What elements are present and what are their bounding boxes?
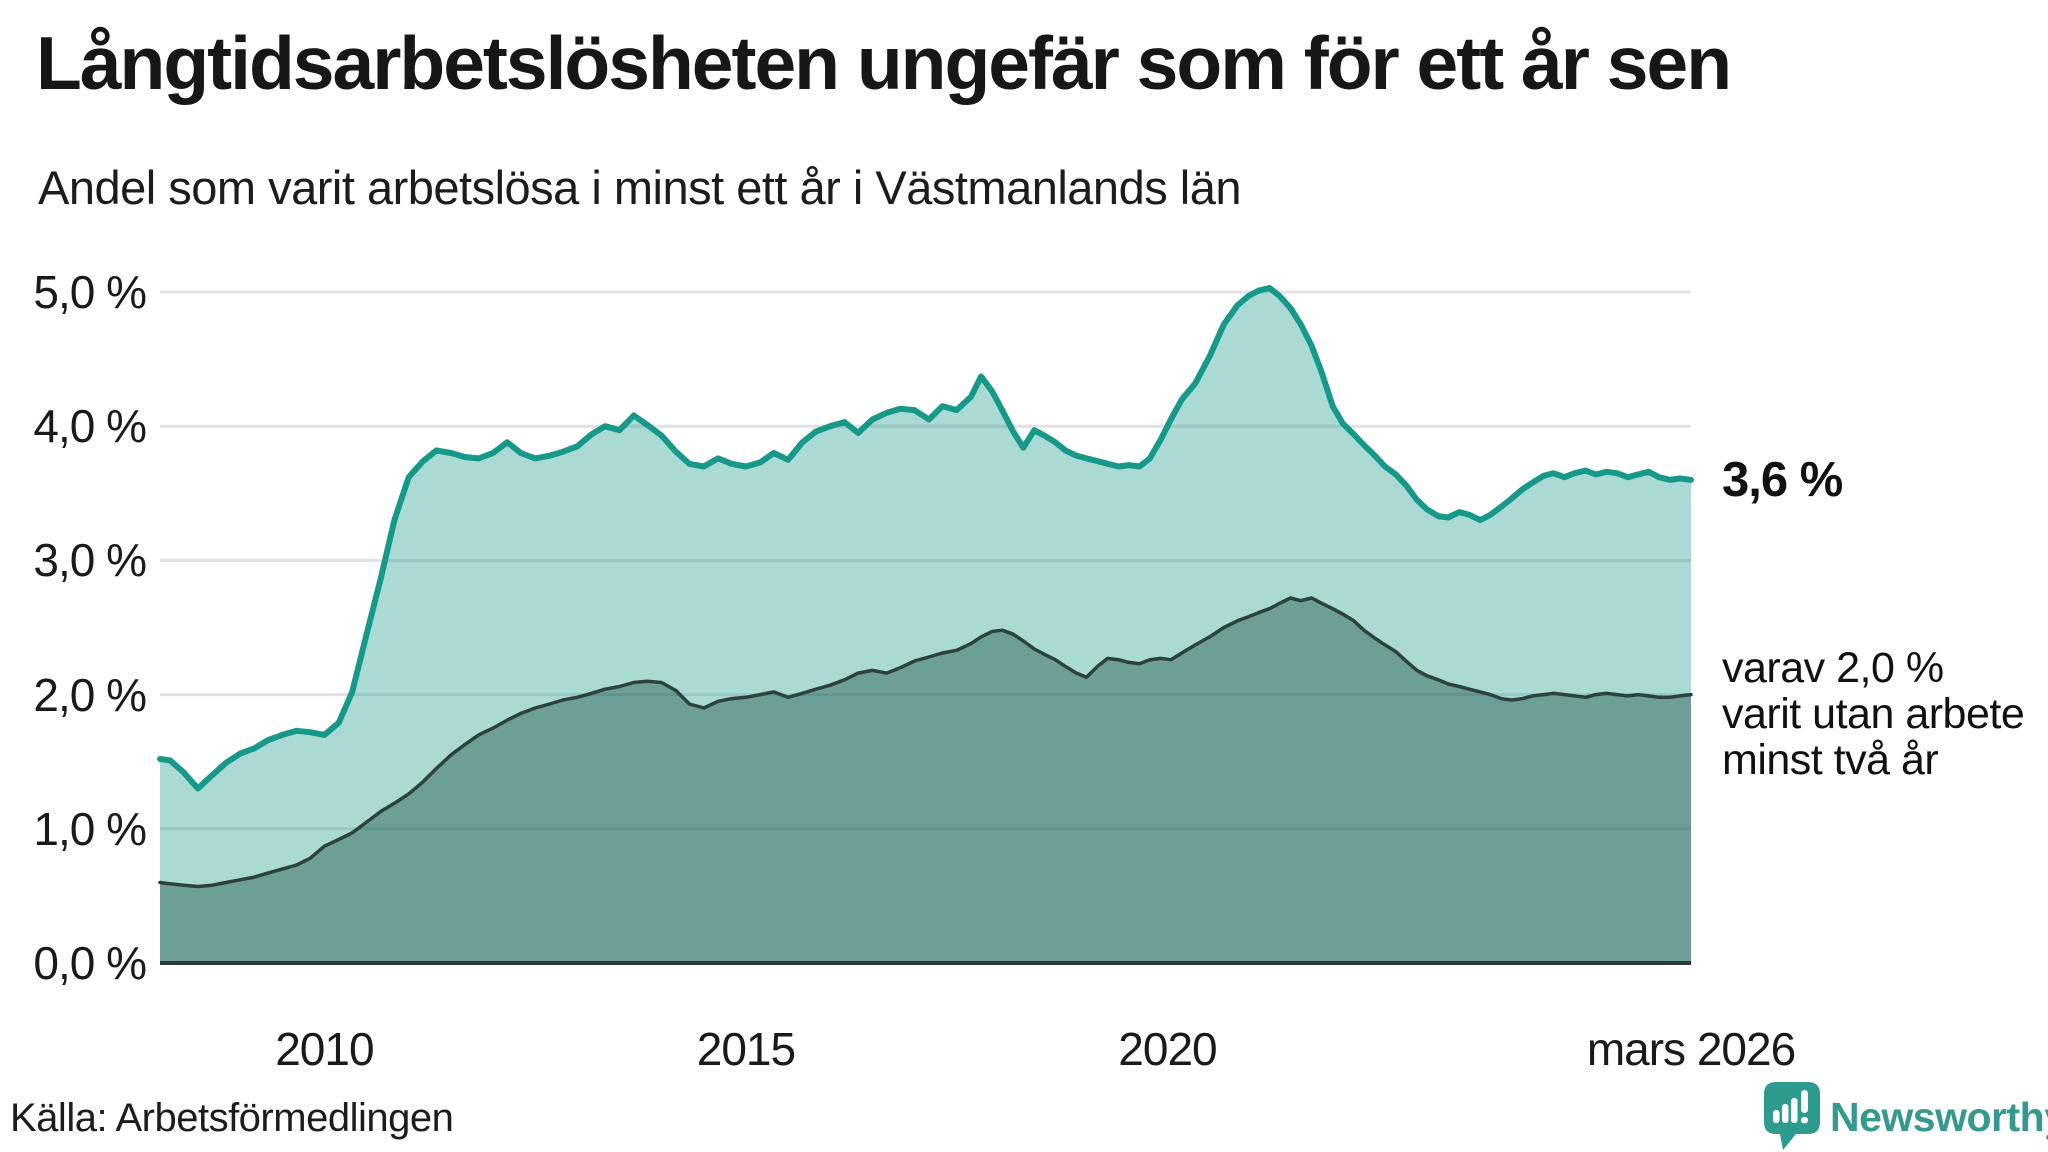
source-credit: Källa: Arbetsförmedlingen bbox=[10, 1096, 454, 1140]
line-total-one-year bbox=[157, 285, 1694, 792]
y-axis-label: 0,0 % bbox=[33, 937, 147, 989]
y-axis-label: 4,0 % bbox=[33, 400, 147, 453]
series-end-value-label: 3,6 % bbox=[1722, 452, 1843, 507]
brand-logo: Newsworthy bbox=[1764, 1082, 2048, 1152]
line-two-year bbox=[158, 596, 1693, 889]
x-axis-label: 2015 bbox=[696, 1023, 796, 1075]
two-year-series-note: varav 2,0 % varit utan arbete minst två … bbox=[1722, 643, 2025, 784]
newsworthy-logo-icon bbox=[1764, 1082, 1820, 1150]
y-axis-label: 2,0 % bbox=[33, 668, 147, 721]
note-line-2: varit utan arbete bbox=[1722, 689, 2025, 738]
page-title: Långtidsarbetslösheten ungefär som för e… bbox=[36, 21, 1732, 105]
note-line-3: minst två år bbox=[1722, 735, 1939, 784]
area-two-year bbox=[160, 598, 1691, 963]
note-line-1: varav 2,0 % bbox=[1722, 643, 1944, 692]
area-total-one-year bbox=[160, 288, 1691, 963]
y-axis-label: 1,0 % bbox=[33, 802, 147, 855]
brand-name: Newsworthy bbox=[1830, 1094, 2048, 1140]
y-axis-label: 5,0 % bbox=[33, 266, 147, 318]
y-axis-label: 3,0 % bbox=[33, 534, 147, 587]
x-axis-label: 2010 bbox=[275, 1023, 374, 1075]
x-axis-label: 2020 bbox=[1118, 1023, 1217, 1075]
x-axis-label: mars 2026 bbox=[1586, 1023, 1796, 1075]
page-subtitle: Andel som varit arbetslösa i minst ett å… bbox=[38, 161, 1242, 214]
